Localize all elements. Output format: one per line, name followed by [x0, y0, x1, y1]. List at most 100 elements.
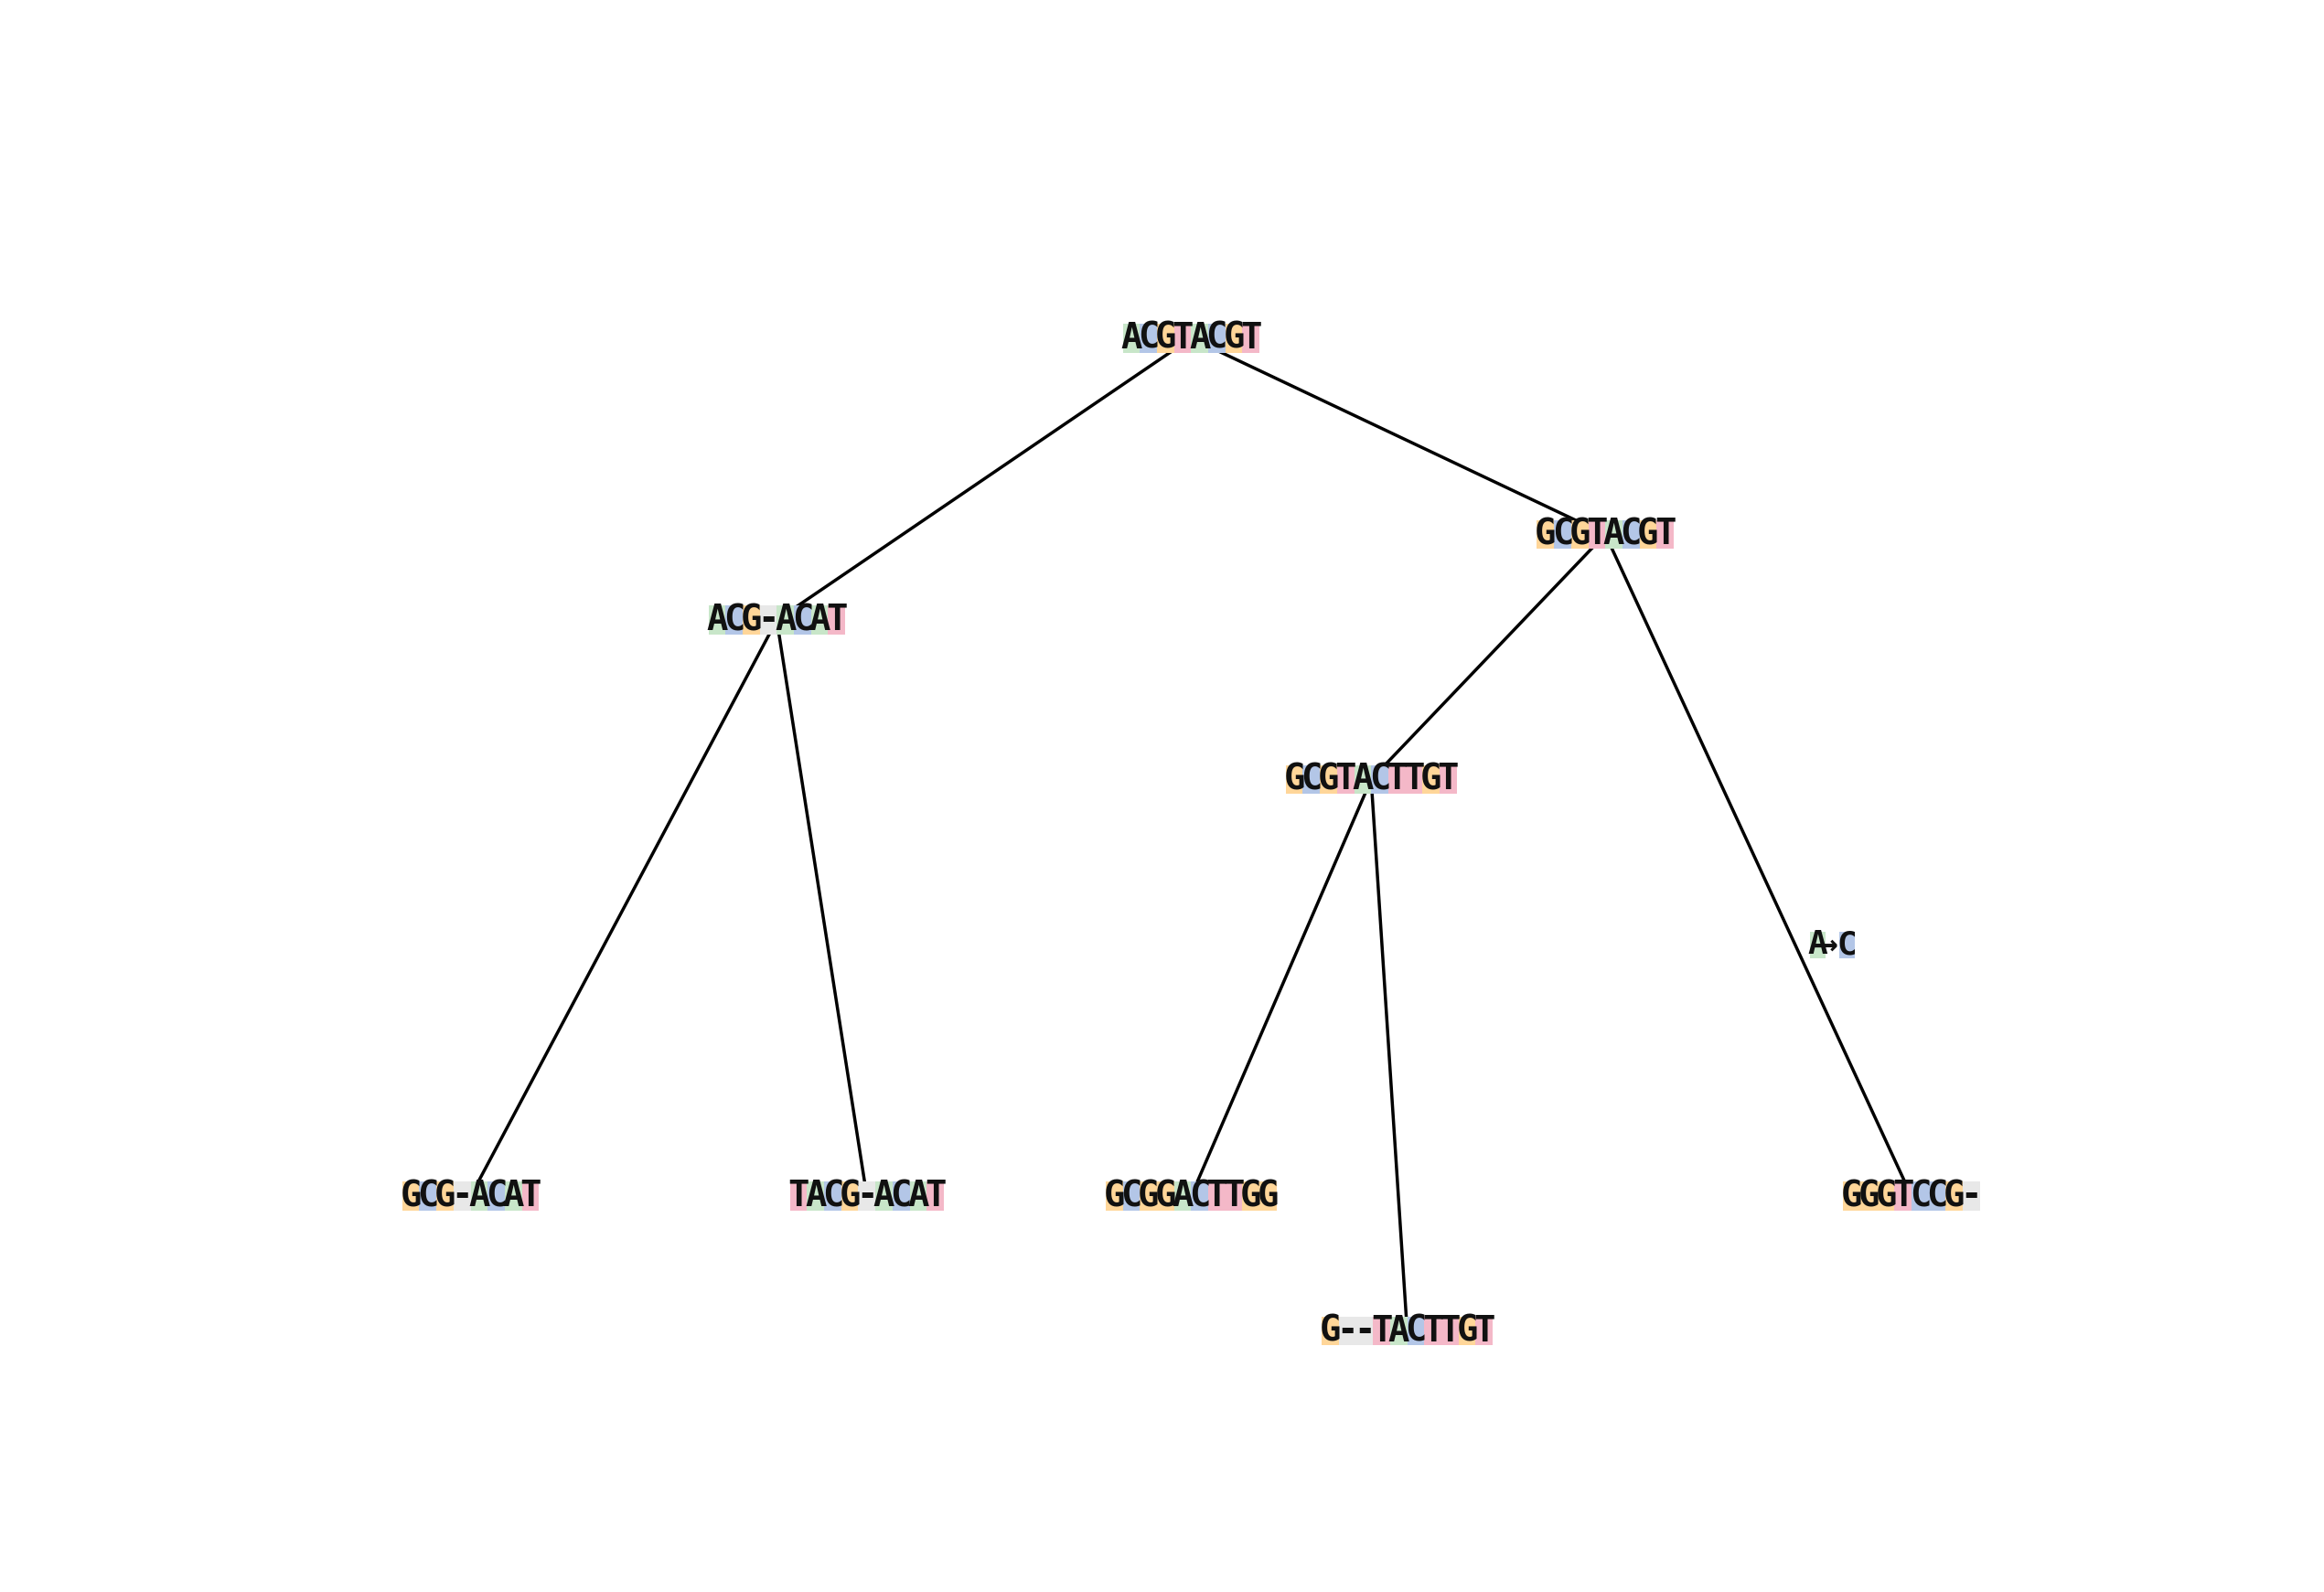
Text: A: A — [1120, 320, 1141, 355]
Text: A: A — [1808, 930, 1827, 960]
Bar — [1441, 1317, 1459, 1345]
Text: T: T — [1422, 1313, 1443, 1348]
Text: T: T — [1655, 517, 1676, 552]
Bar — [1336, 766, 1355, 794]
Bar — [858, 1181, 876, 1210]
Bar — [1225, 323, 1243, 352]
Bar — [1174, 323, 1190, 352]
Text: G: G — [839, 1178, 860, 1213]
Bar — [1355, 766, 1371, 794]
Text: C: C — [418, 1178, 439, 1213]
Bar — [453, 1181, 469, 1210]
Text: T: T — [1171, 320, 1192, 355]
Text: -: - — [1961, 1178, 1982, 1213]
Bar — [1843, 1181, 1859, 1210]
Text: C: C — [1838, 930, 1857, 960]
Bar — [1190, 323, 1208, 352]
Text: A: A — [469, 1178, 490, 1213]
Bar — [1339, 1317, 1355, 1345]
Text: A: A — [706, 603, 727, 637]
Bar — [827, 605, 846, 635]
Text: G: G — [1859, 1178, 1880, 1213]
Bar — [1929, 1181, 1945, 1210]
Bar — [1459, 1317, 1476, 1345]
Text: -: - — [855, 1178, 878, 1213]
Bar — [1422, 766, 1439, 794]
Text: T: T — [788, 1178, 809, 1213]
Text: G: G — [400, 1178, 421, 1213]
Text: A: A — [1171, 1178, 1192, 1213]
Text: G: G — [1420, 763, 1441, 798]
Text: C: C — [1301, 763, 1322, 798]
Text: C: C — [486, 1178, 507, 1213]
Text: T: T — [1439, 1313, 1459, 1348]
Text: C: C — [1620, 517, 1641, 552]
Text: T: T — [1334, 763, 1357, 798]
Text: C: C — [1206, 320, 1227, 355]
Text: G: G — [1257, 1178, 1278, 1213]
Bar — [760, 605, 776, 635]
Text: G: G — [1569, 517, 1590, 552]
Bar — [1243, 1181, 1260, 1210]
Text: C: C — [1406, 1313, 1427, 1348]
Bar — [402, 1181, 418, 1210]
Text: G: G — [1875, 1178, 1896, 1213]
Text: C: C — [792, 603, 813, 637]
Bar — [825, 1181, 841, 1210]
Text: -: - — [1355, 1313, 1376, 1348]
Text: G: G — [1139, 1178, 1160, 1213]
Text: C: C — [1369, 763, 1390, 798]
Bar — [1190, 1181, 1208, 1210]
Text: G: G — [1943, 1178, 1964, 1213]
Bar — [744, 605, 760, 635]
Bar — [1139, 323, 1157, 352]
Bar — [1304, 766, 1320, 794]
Bar — [725, 605, 744, 635]
Text: T: T — [1404, 763, 1425, 798]
Bar — [1390, 1317, 1408, 1345]
Bar — [469, 1181, 488, 1210]
Text: A: A — [809, 603, 830, 637]
Text: -: - — [451, 1178, 472, 1213]
Bar — [811, 605, 827, 635]
Text: A: A — [502, 1178, 523, 1213]
Bar — [1638, 521, 1657, 549]
Bar — [1106, 1181, 1122, 1210]
Bar — [1810, 931, 1827, 958]
Bar — [709, 605, 725, 635]
Text: T: T — [1585, 517, 1608, 552]
Bar — [790, 1181, 806, 1210]
Bar — [876, 1181, 892, 1210]
Bar — [1476, 1317, 1492, 1345]
Bar — [776, 605, 795, 635]
Text: G: G — [1457, 1313, 1478, 1348]
Bar — [504, 1181, 523, 1210]
Text: T: T — [1206, 1178, 1227, 1213]
Text: C: C — [1910, 1178, 1931, 1213]
Bar — [1894, 1181, 1910, 1210]
Text: T: T — [925, 1178, 946, 1213]
Text: →: → — [1817, 930, 1838, 960]
Text: A: A — [1387, 1313, 1408, 1348]
Bar — [1555, 521, 1571, 549]
Text: A: A — [804, 1178, 827, 1213]
Text: A: A — [874, 1178, 895, 1213]
Bar — [1355, 1317, 1373, 1345]
Bar — [1373, 1317, 1390, 1345]
Bar — [1408, 1317, 1425, 1345]
Bar — [418, 1181, 437, 1210]
Bar — [1606, 521, 1622, 549]
Bar — [795, 605, 811, 635]
Text: G: G — [1155, 320, 1176, 355]
Text: T: T — [1436, 763, 1459, 798]
Bar — [1910, 1181, 1929, 1210]
Text: A: A — [1190, 320, 1211, 355]
Text: G: G — [1534, 517, 1557, 552]
Bar — [1260, 1181, 1276, 1210]
Bar — [841, 1181, 858, 1210]
Bar — [1122, 1181, 1139, 1210]
Text: T: T — [825, 603, 848, 637]
Bar — [1587, 521, 1606, 549]
Text: C: C — [1139, 320, 1160, 355]
Text: G: G — [1222, 320, 1243, 355]
